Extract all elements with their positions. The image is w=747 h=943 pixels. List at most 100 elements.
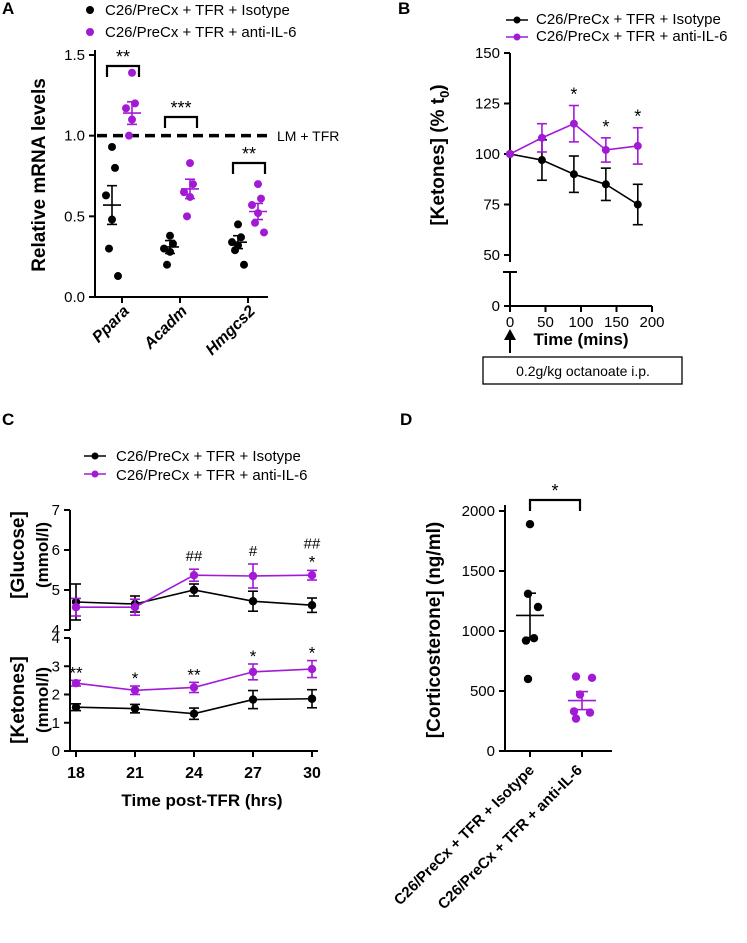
panel-a-ytick-label: 0.0 xyxy=(64,289,85,306)
panel-c-legend-dot-anti xyxy=(91,470,99,478)
panel-a-ytick-label: 1.5 xyxy=(64,47,85,64)
panel-b-point xyxy=(537,156,546,165)
panel-b-ytick-label: 50 xyxy=(483,247,500,264)
panel-c-ketones-point xyxy=(130,704,140,713)
panel-c-glucose-hash-label: ## xyxy=(304,535,321,552)
panel-c-glucose-point xyxy=(189,571,199,580)
panel-a-ylabel: Relative mRNA levels xyxy=(29,78,50,272)
panel-b-point xyxy=(601,180,610,189)
panel-c-glucose-hash-label: ## xyxy=(186,548,203,565)
panel-c-glucose-ytick-label: 6 xyxy=(52,542,60,559)
panel-b-ytick-label: 100 xyxy=(475,146,500,163)
panel-c-glucose-point xyxy=(307,571,317,580)
panel-b-legend-1: C26/PreCx + TFR + Isotype xyxy=(536,11,721,28)
panel-c-glucose-ytick-label: 7 xyxy=(52,502,60,519)
panel-c-xtick-label: 21 xyxy=(126,765,144,782)
panel-d-point xyxy=(533,602,543,612)
panel-c-xtick-label: 30 xyxy=(303,765,321,782)
panel-c-ketones-point xyxy=(248,667,258,677)
panel-a-legend-1: C26/PreCx + TFR + Isotype xyxy=(105,2,290,19)
panel-a-significance-label: ** xyxy=(116,47,130,67)
panel-a-point xyxy=(105,244,113,253)
panel-label-c: C xyxy=(2,410,14,429)
panel-c-glucose-ylabel-unit: (mmol/l) xyxy=(33,522,52,588)
panel-c-ketones-point xyxy=(307,664,317,674)
panel-c-ketones-point xyxy=(307,694,317,703)
panel-b-significance-label: * xyxy=(602,117,609,137)
panel-c-glucose-point xyxy=(71,603,81,612)
panel-c-xtick-label: 24 xyxy=(185,765,203,782)
panel-b-point xyxy=(569,119,578,128)
panel-b-point xyxy=(633,200,642,209)
panel-b-arrow-head xyxy=(504,329,516,340)
panel-d-point xyxy=(525,520,535,529)
panel-a-point xyxy=(169,239,177,248)
panel-a-legend-2: C26/PreCx + TFR + anti-IL-6 xyxy=(105,24,296,41)
panel-c-ketones-ylabel-unit: (mmol/l) xyxy=(33,667,52,733)
panel-c-ketones-significance-label: ** xyxy=(187,665,201,684)
panel-c-ketones-ytick-label: 4 xyxy=(52,630,60,647)
panel-c-ketones-ytick-label: 0 xyxy=(52,743,60,760)
panel-d-ytick-label: 500 xyxy=(470,683,495,700)
panel-d-significance-label: * xyxy=(551,481,558,501)
panel-d-ytick-label: 1500 xyxy=(462,563,495,580)
panel-c-ketones-ytick-label: 3 xyxy=(52,658,60,675)
panel-d-point xyxy=(585,708,595,717)
panel-label-a: A xyxy=(2,0,14,18)
panel-a-point xyxy=(248,201,256,210)
panel-d-point xyxy=(571,672,581,681)
panel-a-point xyxy=(108,142,116,151)
panel-c-ketones-point xyxy=(189,683,199,692)
panel-b-significance-label: * xyxy=(634,107,641,127)
panel-c-ketones-point xyxy=(71,679,81,688)
panel-c-legend-2: C26/PreCx + TFR + anti-IL-6 xyxy=(116,467,307,484)
panel-c-ketones-point xyxy=(248,695,258,704)
panel-c-ketones-ytick-label: 1 xyxy=(52,715,60,732)
panel-b-point xyxy=(537,133,546,142)
panel-a-significance-bracket xyxy=(231,161,267,174)
panel-d-significance-bracket xyxy=(528,498,582,511)
panel-a-point xyxy=(125,131,133,140)
panel-c-xtick-label: 18 xyxy=(67,765,85,782)
panel-a-ytick-label: 0.5 xyxy=(64,208,85,225)
panel-d-point xyxy=(523,674,533,684)
panel-d-ytick-label: 2000 xyxy=(462,503,495,520)
panel-c-ketones-ytick-label: 2 xyxy=(52,687,60,704)
panel-d-point xyxy=(571,714,581,723)
panel-c-ketones-point xyxy=(189,709,199,718)
panel-b-ytick-label: 125 xyxy=(475,96,500,113)
panel-b-legend-dot-isotype xyxy=(513,16,521,24)
panel-a-significance-bracket xyxy=(105,64,141,77)
panel-a-significance-label: ** xyxy=(242,144,256,164)
panel-d-point xyxy=(569,707,579,716)
panel-b: C26/PreCx + TFR + Isotype C26/PreCx + TF… xyxy=(428,11,727,379)
panel-c-glucose-ytick-label: 4 xyxy=(52,622,60,639)
panel-a-xtick-label: Acadm xyxy=(140,303,190,353)
panel-b-ytick-label: 0 xyxy=(492,298,500,315)
panel-c: C26/PreCx + TFR + Isotype C26/PreCx + TF… xyxy=(8,448,307,810)
panel-b-annotation-box xyxy=(482,356,683,385)
panel-d-point xyxy=(521,636,531,645)
panel-b-ytick-label: 75 xyxy=(483,197,500,214)
panel-a-legend-dot-isotype xyxy=(86,6,94,14)
panel-a-point xyxy=(166,231,174,240)
panel-c-legend-1: C26/PreCx + TFR + Isotype xyxy=(116,448,301,465)
panel-a-point xyxy=(111,163,119,172)
panel-a-significance-label: *** xyxy=(170,98,191,118)
panel-a-point xyxy=(102,191,110,200)
panel-b-legend-2: C26/PreCx + TFR + anti-IL-6 xyxy=(536,28,727,45)
panel-d-ytick-label: 0 xyxy=(487,743,495,760)
panel-b-xtick-label: 0 xyxy=(506,314,514,331)
panel-b-xtick-label: 150 xyxy=(604,314,629,331)
panel-c-glucose-ylabel: [Glucose] xyxy=(8,511,29,599)
panel-c-ketones-point xyxy=(71,703,81,712)
panel-a-point xyxy=(122,104,130,113)
panel-a-xtick-label: Hmgcs2 xyxy=(203,303,259,359)
panel-a-ytick-label: 1.0 xyxy=(64,128,85,145)
panel-a-significance-bracket xyxy=(163,115,199,128)
panel-c-xlabel: Time post-TFR (hrs) xyxy=(121,791,282,810)
panel-b-point xyxy=(506,150,514,158)
panel-b-xlabel: Time (mins) xyxy=(533,330,628,349)
panel-a-point xyxy=(251,218,259,227)
